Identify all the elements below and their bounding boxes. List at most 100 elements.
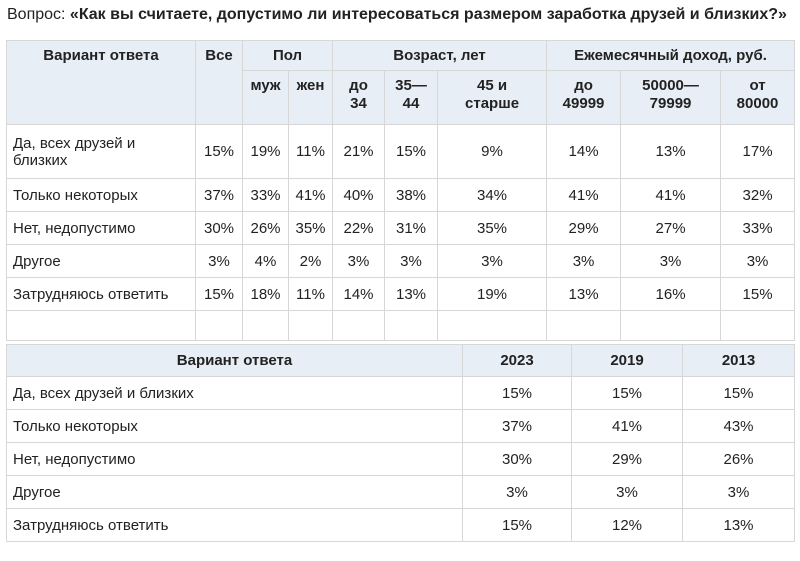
cell-value: 41% [287,178,334,212]
cell-value: 15% [462,508,572,542]
cell-value: 35% [287,211,334,245]
cell-value: 3% [571,475,683,509]
table-spacer-row [6,310,796,341]
cell-value: 26% [682,442,795,476]
cell-value: 37% [195,178,243,212]
trend-table: Вариант ответа 2023 2019 2013 Да, всех д… [6,344,795,542]
cell-value: 3% [462,475,572,509]
cell-value: 15% [195,277,243,311]
header-all: Все [195,40,243,125]
header-gender: Пол [241,40,334,71]
question-prefix: Вопрос: [7,6,70,23]
row-label: Нет, недопустимо [6,211,196,245]
breakdown-table: Вариант ответа Все Пол Возраст, лет Ежем… [6,40,796,341]
row-label: Затрудняюсь ответить [6,277,196,311]
cell-value: 13% [620,124,722,179]
table-row: Да, всех друзей и близких 15% 15% 15% [6,376,795,410]
row-label: Да, всех друзей и близких [6,124,196,179]
header-year-2013: 2013 [682,344,795,377]
subheader-income-mid: 50000— 79999 [620,70,722,125]
cell-value: 32% [720,178,796,212]
cell-value: 37% [462,409,572,443]
survey-question: Вопрос: «Как вы считаете, допустимо ли и… [7,6,787,24]
cell-value: 29% [546,211,622,245]
cell-value: 33% [242,178,289,212]
header-variant: Вариант ответа [6,40,196,125]
subheader-age-under-34: до 34 [332,70,386,125]
subheader-income-high: от 80000 [720,70,796,125]
cell-value: 16% [620,277,722,311]
cell-value: 15% [682,376,795,410]
table-row: Затрудняюсь ответить 15% 18% 11% 14% 13%… [6,277,796,311]
cell-value: 3% [546,244,622,278]
cell-value: 29% [571,442,683,476]
subheader-income-low: до 49999 [546,70,622,125]
cell-value: 35% [437,211,548,245]
cell-value: 34% [437,178,548,212]
cell-value: 15% [720,277,796,311]
cell-value: 43% [682,409,795,443]
table-row: Нет, недопустимо 30% 26% 35% 22% 31% 35%… [6,211,796,245]
cell-value: 3% [437,244,548,278]
cell-value: 33% [720,211,796,245]
cell-value: 4% [242,244,289,278]
cell-value: 22% [332,211,386,245]
cell-value: 13% [384,277,439,311]
cell-value: 2% [287,244,334,278]
cell-value: 15% [195,124,243,179]
cell-value: 14% [332,277,386,311]
subheader-age-35-44: 35— 44 [384,70,439,125]
cell-value: 11% [287,124,334,179]
row-label: Нет, недопустимо [6,442,463,476]
cell-value: 30% [462,442,572,476]
header-variant: Вариант ответа [6,344,463,377]
header-year-2019: 2019 [571,344,683,377]
cell-value: 3% [195,244,243,278]
cell-value: 14% [546,124,622,179]
cell-value: 3% [620,244,722,278]
cell-value: 13% [546,277,622,311]
table-row: Другое 3% 3% 3% [6,475,795,509]
subheader-female: жен [287,70,334,125]
cell-value: 3% [384,244,439,278]
cell-value: 30% [195,211,243,245]
cell-value: 40% [332,178,386,212]
question-text: «Как вы считаете, допустимо ли интересов… [69,6,787,23]
cell-value: 27% [620,211,722,245]
cell-value: 19% [437,277,548,311]
row-label: Да, всех друзей и близких [6,376,463,410]
row-label: Другое [6,244,196,278]
cell-value: 26% [242,211,289,245]
header-year-2023: 2023 [462,344,572,377]
cell-value: 15% [571,376,683,410]
cell-value: 19% [242,124,289,179]
header-income: Ежемесячный доход, руб. [546,40,796,71]
cell-value: 15% [462,376,572,410]
cell-value: 11% [287,277,334,311]
table-row: Только некоторых 37% 41% 43% [6,409,795,443]
cell-value: 12% [571,508,683,542]
cell-value: 3% [682,475,795,509]
table-row: Да, всех друзей и близких 15% 19% 11% 21… [6,124,796,179]
cell-value: 3% [720,244,796,278]
table-row: Нет, недопустимо 30% 29% 26% [6,442,795,476]
table-row: Другое 3% 4% 2% 3% 3% 3% 3% 3% 3% [6,244,796,278]
subheader-male: муж [242,70,289,125]
table-row: Затрудняюсь ответить 15% 12% 13% [6,508,795,542]
cell-value: 13% [682,508,795,542]
cell-value: 41% [571,409,683,443]
cell-value: 15% [384,124,439,179]
subheader-age-45-plus: 45 и старше [437,70,548,125]
cell-value: 18% [242,277,289,311]
cell-value: 38% [384,178,439,212]
header-age: Возраст, лет [332,40,548,71]
cell-value: 21% [332,124,386,179]
cell-value: 17% [720,124,796,179]
row-label: Затрудняюсь ответить [6,508,463,542]
table-row: Только некоторых 37% 33% 41% 40% 38% 34%… [6,178,796,212]
cell-value: 3% [332,244,386,278]
cell-value: 31% [384,211,439,245]
cell-value: 41% [546,178,622,212]
cell-value: 9% [437,124,548,179]
row-label: Только некоторых [6,409,463,443]
